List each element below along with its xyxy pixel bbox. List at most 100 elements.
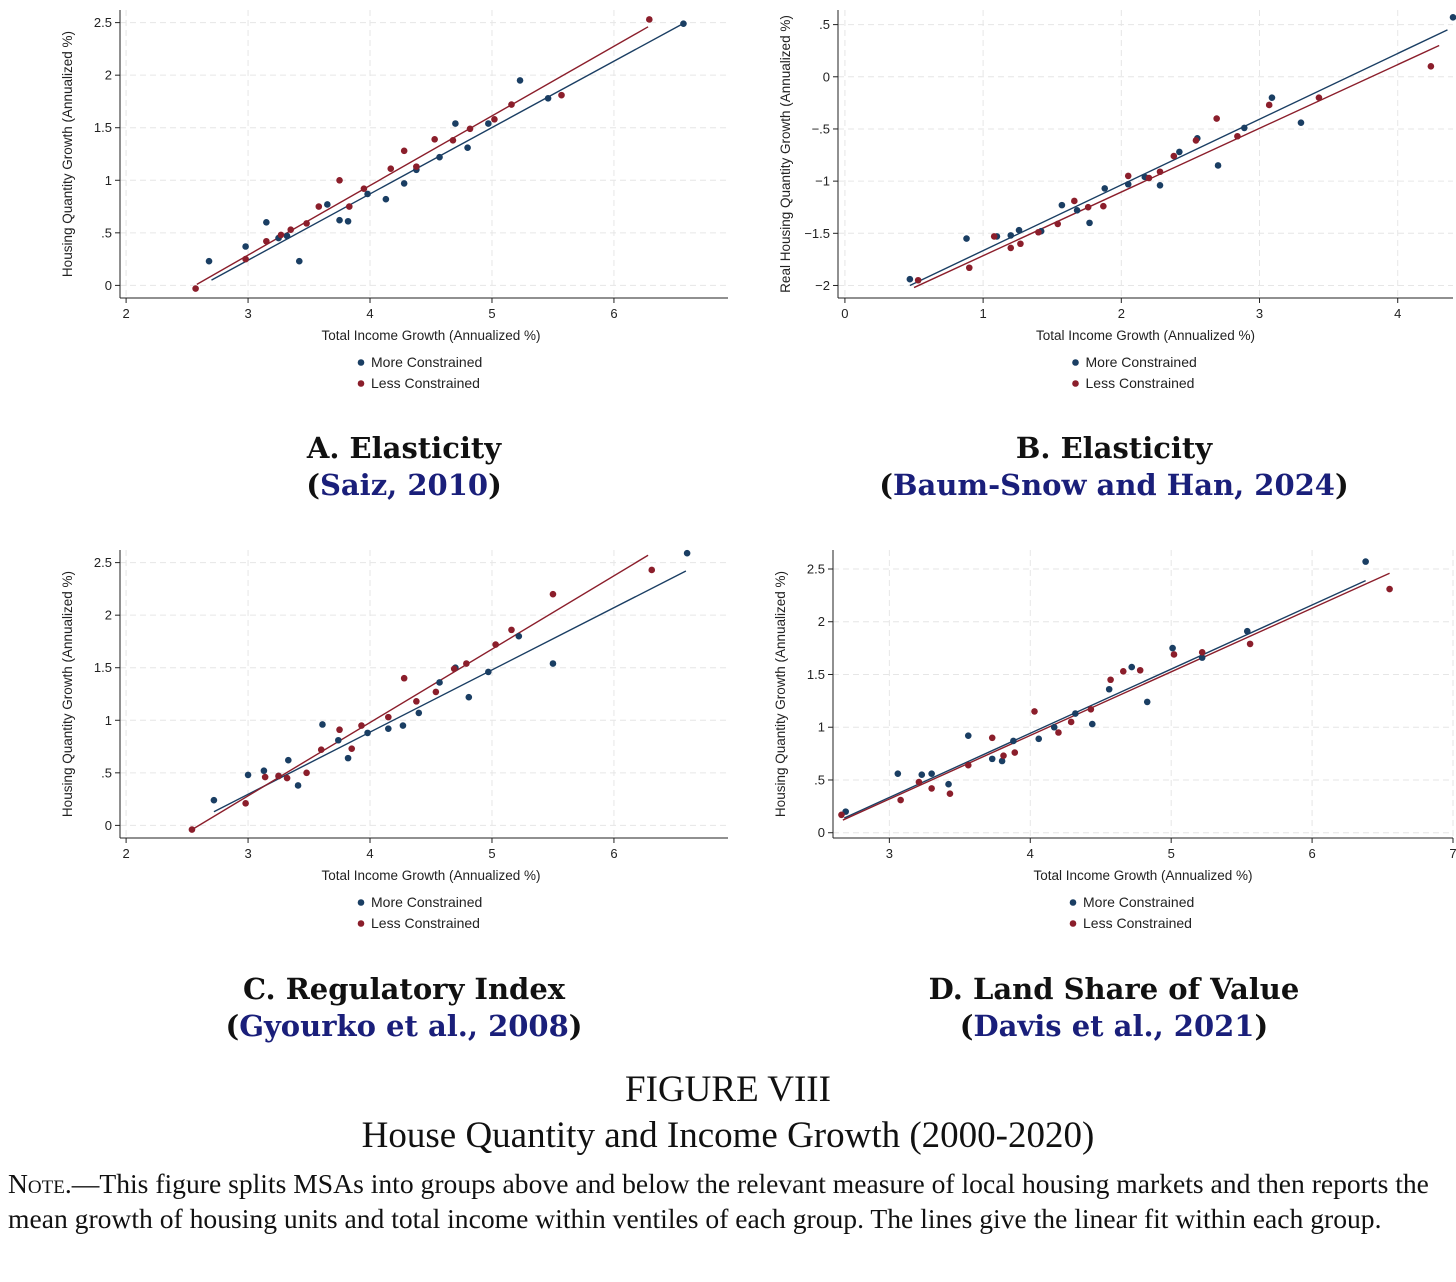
panel-d-more-constrained-point [945, 780, 952, 788]
panel-a-less-constrained-point [303, 220, 310, 227]
panel-c-less-constrained-point [492, 641, 499, 648]
panel-b-more-constrained-point [1241, 124, 1248, 132]
panel-a-heading: A. Elasticity [306, 431, 502, 465]
panel-c-open-paren: ( [225, 1009, 240, 1043]
panel-b-more-constrained-point [1101, 185, 1109, 192]
panel-d-more-constrained-fit-line [843, 579, 1366, 819]
panel-a-x-axis-title: Total Income Growth (Annualized %) [321, 328, 540, 343]
panel-a-close-paren: ) [488, 468, 502, 502]
panel-b-less-constrained-point [1315, 94, 1323, 101]
panel-a-legend-less-constrained-label: Less Constrained [371, 375, 480, 391]
panel-c-plot-area [120, 550, 728, 838]
panel-c-x-axis-title: Total Income Growth (Annualized %) [321, 868, 540, 883]
panel-c-less-constrained-point [432, 688, 440, 696]
panel-d-more-constrained-point [1072, 710, 1079, 717]
panel-d-less-constrained-point [1136, 666, 1144, 674]
panel-c-less-constrained-fit-line [191, 554, 649, 831]
panel-c-citation-link[interactable]: Gyourko et al., 2008 [239, 1009, 569, 1043]
panel-c-more-constrained-point [335, 736, 342, 744]
panel-c-less-constrained-point [508, 626, 515, 634]
panel-a-more-constrained-point [344, 217, 352, 225]
panel-d-y-axis-title: Housing Quantity Growth (Annualized %) [773, 571, 788, 817]
panel-c-more-constrained-point [415, 709, 423, 717]
panel-d-citation-link[interactable]: Davis et al., 2021 [973, 1009, 1255, 1043]
panel-c-y-axis-title: Housing Quantity Growth (Annualized %) [60, 571, 75, 817]
panel-c-more-constrained-point [244, 771, 252, 779]
panel-b-less-constrained-point [1192, 137, 1200, 144]
panel-a-more-constrained-point [364, 190, 371, 198]
panel-b-x-tick-label: 4 [1394, 306, 1401, 321]
panel-c-more-constrained-point [549, 660, 557, 667]
panel-b-less-constrained-point [1427, 63, 1435, 70]
panel-b-y-tick-label: −.5 [812, 121, 830, 136]
panel-b-y-tick-label: −2 [815, 278, 830, 293]
panel-d-x-tick-label: 6 [1308, 846, 1315, 861]
panel-a-more-constrained-point [242, 243, 249, 250]
panel-b-less-constrained-point [1054, 220, 1062, 228]
panel-b-x-tick-label: 1 [979, 306, 986, 321]
panel-b-less-constrained-point [1145, 174, 1153, 182]
panel-a-less-constrained-point [345, 203, 353, 210]
panel-d-x-tick-label: 3 [886, 846, 893, 861]
panel-d-y-tick-label: 2 [818, 614, 825, 629]
panel-d-x-tick-label: 7 [1449, 846, 1456, 861]
panel-b-less-constrained-point [914, 276, 922, 284]
panel-b-less-constrained-point [1234, 132, 1241, 140]
panel-c-less-constrained-point [275, 772, 282, 780]
panel-d-less-constrained-point [946, 790, 954, 797]
panel-a-more-constrained-point [382, 195, 390, 203]
panel-b-open-paren: ( [879, 468, 894, 502]
panel-c-less-constrained-point [242, 800, 249, 807]
panel-b-more-constrained-point [1086, 219, 1093, 227]
panel-b-citation-link[interactable]: Baum-Snow and Han, 2024 [893, 468, 1335, 502]
panel-b-less-constrained-fit-line [913, 44, 1440, 289]
panel-a-more-constrained-point [516, 77, 524, 84]
panel-b-y-tick-label: −1 [815, 174, 830, 189]
chart-panel-d: 3 4 5 6 7 0 .5 1 1.5 2 2.5 Total Income Growth (Ann… [773, 550, 1456, 931]
panel-d-less-constrained-point [838, 811, 845, 819]
panel-c-y-tick-label: .5 [101, 765, 112, 780]
panel-a-less-constrained-point [431, 135, 438, 143]
panel-a-more-constrained-point [680, 20, 687, 27]
figure-title: House Quantity and Income Growth (2000-2… [361, 1115, 1095, 1156]
panel-d-plot-area [833, 550, 1453, 838]
panel-b-legend-more-constrained-marker [1072, 359, 1079, 366]
panel-c-less-constrained-point [400, 674, 408, 682]
panel-b-more-constrained-point [1007, 232, 1015, 239]
panel-a-less-constrained-point [646, 16, 653, 23]
panel-c-more-constrained-point [319, 721, 326, 728]
panel-d-less-constrained-point [1119, 668, 1127, 675]
panel-a-less-constrained-point [263, 237, 270, 245]
panel-a-less-constrained-fit-line [196, 26, 649, 285]
panel-c-less-constrained-point [549, 590, 557, 598]
panel-a-legend-more-constrained-marker [357, 359, 365, 366]
panel-b-less-constrained-point [1213, 115, 1220, 122]
panel-b-less-constrained-point [1071, 197, 1078, 205]
panel-d-less-constrained-point [915, 778, 923, 786]
panel-a-less-constrained-point [192, 285, 199, 292]
panel-d-heading: D. Land Share of Value [928, 972, 1300, 1006]
panel-a-more-constrained-point [400, 180, 408, 187]
panel-a-less-constrained-point [360, 185, 368, 192]
panel-b-plot-area [838, 10, 1453, 298]
panel-b-x-tick-label: 2 [1118, 306, 1125, 321]
panel-d-less-constrained-point [1198, 649, 1206, 656]
panel-c-less-constrained-point [336, 726, 343, 734]
panel-a-less-constrained-point [336, 176, 343, 184]
panel-c-less-constrained-point [413, 698, 420, 705]
panel-c-more-constrained-point [436, 679, 443, 686]
chart-panel-b: 0 1 2 3 4 −2 −1.5 −1 −.5 0 .5 Total Income Growth (… [778, 10, 1456, 391]
panel-b-more-constrained-point [1015, 226, 1023, 234]
panel-d-title: D. Land Share of Value (Davis et al., 20… [750, 971, 1456, 1045]
panel-a-x-tick-label: 4 [366, 306, 373, 321]
panel-a-y-tick-label: .5 [101, 225, 112, 240]
panel-c-y-tick-label: 0 [105, 818, 112, 833]
panel-a-citation-link[interactable]: Saiz, 2010 [319, 468, 489, 502]
panel-c-legend-more-constrained-label: More Constrained [371, 894, 482, 910]
panel-b-more-constrained-point [1176, 148, 1183, 156]
panel-c-less-constrained-point [348, 745, 356, 752]
panel-b-x-axis-title: Total Income Growth (Annualized %) [1036, 328, 1255, 343]
panel-a-more-constrained-point [283, 232, 291, 240]
panel-b-less-constrained-point [1100, 202, 1107, 210]
panel-b-less-constrained-point [1156, 168, 1164, 176]
